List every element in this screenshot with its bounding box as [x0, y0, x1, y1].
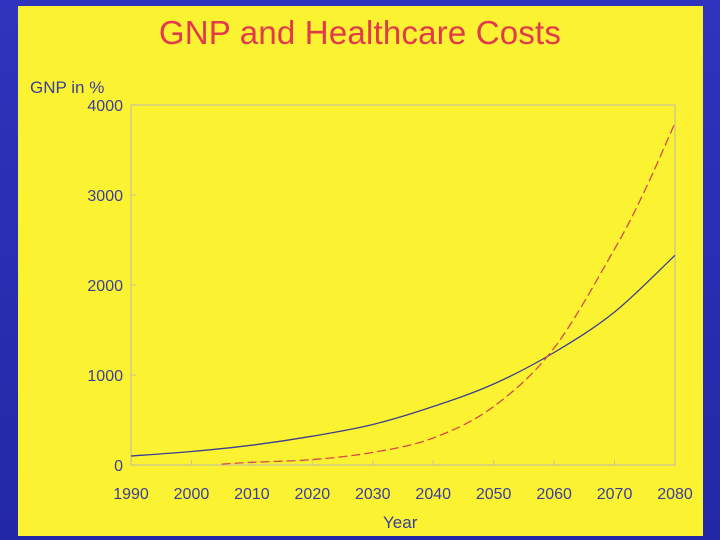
x-axis-label: Year [383, 513, 418, 532]
x-tick-label-2050: 2050 [476, 486, 512, 503]
y-tick-label-3000: 3000 [87, 188, 123, 205]
x-tick-label-2010: 2010 [234, 486, 270, 503]
y-tick-label-0: 0 [114, 458, 123, 475]
chart-card [18, 6, 703, 536]
x-tick-label-2000: 2000 [174, 486, 210, 503]
x-tick-label-2060: 2060 [536, 486, 572, 503]
series-line-healthcare-costs [221, 122, 676, 465]
series-layer [130, 122, 676, 465]
x-tick-label-2020: 2020 [295, 486, 331, 503]
y-tick-label-1000: 1000 [87, 368, 123, 385]
series-line-gnp [130, 254, 676, 457]
x-tick-label-2030: 2030 [355, 486, 391, 503]
x-tick-label-2080: 2080 [657, 486, 693, 503]
y-axis-label: GNP in % [30, 78, 104, 97]
y-tick-label-2000: 2000 [87, 278, 123, 295]
x-tick-label-2070: 2070 [597, 486, 633, 503]
x-tick-label-1990: 1990 [113, 486, 149, 503]
y-tick-label-4000: 4000 [87, 98, 123, 115]
plot-area [130, 104, 676, 466]
x-axis: 1990 2000 2010 2020 2030 2040 2050 2060 2070 2080 [113, 460, 693, 503]
x-tick-label-2040: 2040 [415, 486, 451, 503]
chart-title: GNP and Healthcare Costs [158, 14, 562, 51]
y-axis: 0 1000 2000 3000 4000 [87, 98, 136, 475]
